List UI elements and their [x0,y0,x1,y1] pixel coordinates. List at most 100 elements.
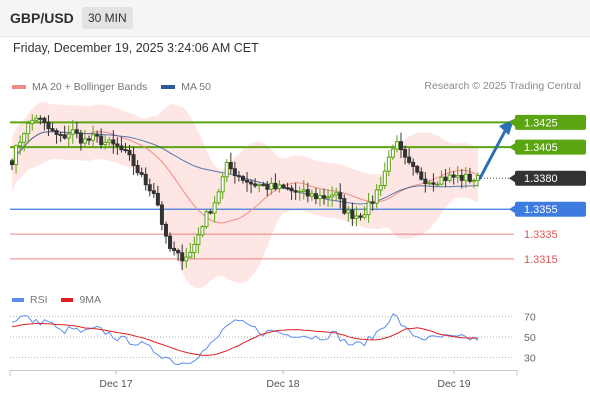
candle-body [313,193,318,200]
price-level-label: 1.3380 [524,173,558,185]
candle-body [293,190,298,193]
candle-body [443,176,448,182]
candle-body [451,174,456,178]
candle-body [224,161,229,178]
candle-body [390,148,395,158]
candle-body [115,143,120,147]
ma20-label: MA 20 + Bollinger Bands [32,81,148,93]
candle-body [159,204,164,225]
candle-body [265,184,270,190]
legend-ma20: MA 20 + Bollinger Bands [12,81,147,93]
candle-body [378,185,383,191]
candle-body [192,244,197,253]
x-axis-tick-label: Dec 18 [266,378,299,390]
bollinger-band [12,102,478,289]
candle-body [358,215,363,218]
candle-body [163,223,168,237]
candle-body [338,192,343,200]
legend-rsi: RSI [12,294,48,306]
candle-body [135,165,140,174]
candle-body [184,256,189,262]
candle-body [281,184,286,189]
candle-body [245,179,250,183]
candle-body [301,189,306,192]
candle-body [62,134,67,139]
candle-body [26,122,31,135]
candle-body [285,187,290,190]
candle-body [471,179,476,182]
candle-body [208,211,213,214]
candle-body [50,128,55,132]
candle-body [38,117,43,120]
candle-body [143,173,148,186]
candle-body [168,235,173,249]
candle-body [277,184,282,190]
price-level-tag: 1.3315 [524,254,558,266]
candle-body [459,174,464,181]
candle-body [435,183,440,186]
candle-body [66,133,71,139]
candle-body [455,174,460,178]
9ma-label: 9MA [79,294,102,306]
candle-body [204,211,209,228]
indicator-legend: MA 20 + Bollinger Bands MA 50 [12,80,222,93]
legend-ma50: MA 50 [161,81,211,93]
candle-body [366,201,371,216]
ma50-swatch [161,85,176,89]
candle-body [411,161,416,167]
candle-body [354,215,359,219]
candle-body [119,145,124,151]
candle-body [257,184,262,187]
candle-body [91,134,96,141]
candle-body [232,168,237,177]
candle-body [399,141,404,151]
rsi-tick-label: 70 [524,311,536,323]
rsi-line [11,313,479,366]
candle-body [111,139,116,145]
candle-body [82,138,87,144]
forecast-arrow [478,129,507,180]
candle-body [151,190,156,194]
candle-body [30,119,35,124]
candle-body [188,251,193,258]
price-level-label: 1.3425 [524,117,558,129]
candle-body [107,139,112,143]
rsi-9ma-line [11,322,479,356]
candle-body [78,132,83,144]
rsi-label: RSI [30,294,48,306]
candle-body [220,176,225,193]
candle-body [14,145,19,166]
candle-body [200,226,205,236]
candle-body [216,191,221,204]
candle-body [249,181,254,185]
candle-body [172,247,177,252]
candle-body [289,187,294,192]
candles [10,114,480,271]
candle-body [99,135,104,146]
candle-body [261,184,266,187]
candle-body [386,156,391,172]
candle-body [467,173,472,182]
candle-body [95,134,100,137]
candle-body [330,194,335,198]
candle-body [447,174,452,182]
price-level-badge [515,114,586,130]
price-level-badge [515,139,586,155]
candle-body [419,171,424,180]
candle-body [176,250,181,254]
price-level-label: 1.3405 [524,142,558,154]
candle-body [342,198,347,214]
candle-body [350,209,355,219]
price-level-tag: 1.3355 [509,201,586,217]
price-level-badge [515,201,586,217]
candle-body [309,193,314,197]
copyright-text: Research © 2025 Trading Central [424,80,581,92]
rsi-tick-label: 30 [524,353,536,365]
timeframe-button[interactable]: 30 MIN [82,7,133,29]
candle-body [228,161,233,170]
legend-9ma: 9MA [61,294,101,306]
x-axis-tick-label: Dec 17 [99,378,132,390]
candle-body [131,154,136,167]
candle-body [374,189,379,204]
